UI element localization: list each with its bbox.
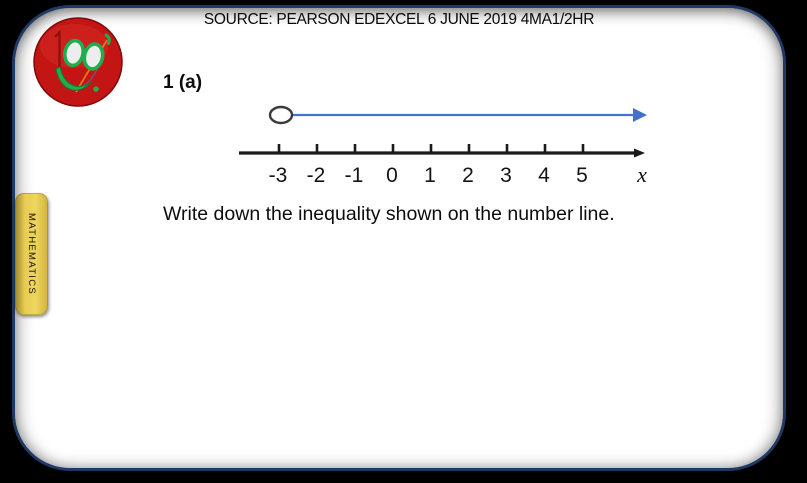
sidebar-tab-label: MATHEMATICS (26, 212, 37, 296)
open-circle-marker (268, 105, 294, 125)
tick-label: 4 (538, 164, 550, 187)
axis-arrowhead-icon (634, 148, 645, 158)
axis-variable-label: x (636, 162, 647, 187)
hundred-percent-logo-icon (33, 17, 123, 107)
tick-label: 5 (576, 164, 588, 187)
tick-label: 0 (386, 164, 398, 187)
tick-label: 3 (500, 164, 512, 187)
tick-label: 2 (462, 164, 474, 187)
ray-arrowhead-icon (633, 108, 647, 122)
slide-panel (12, 5, 786, 471)
tick-label: -3 (269, 164, 288, 187)
tick-label: -1 (345, 164, 364, 187)
number-line-figure: -3 -2 -1 0 1 2 3 4 5 x (239, 105, 647, 187)
source-header: SOURCE: PEARSON EDEXCEL 6 JUNE 2019 4MA1… (203, 11, 595, 28)
tick-group: -3 -2 -1 0 1 2 3 4 5 (269, 144, 588, 187)
question-number: 1 (a) (163, 72, 203, 93)
tick-label: 1 (424, 164, 436, 187)
sidebar-tab-mathematics: MATHEMATICS (15, 193, 48, 315)
tick-label: -2 (307, 164, 326, 187)
question-prompt: Write down the inequality shown on the n… (163, 203, 615, 225)
